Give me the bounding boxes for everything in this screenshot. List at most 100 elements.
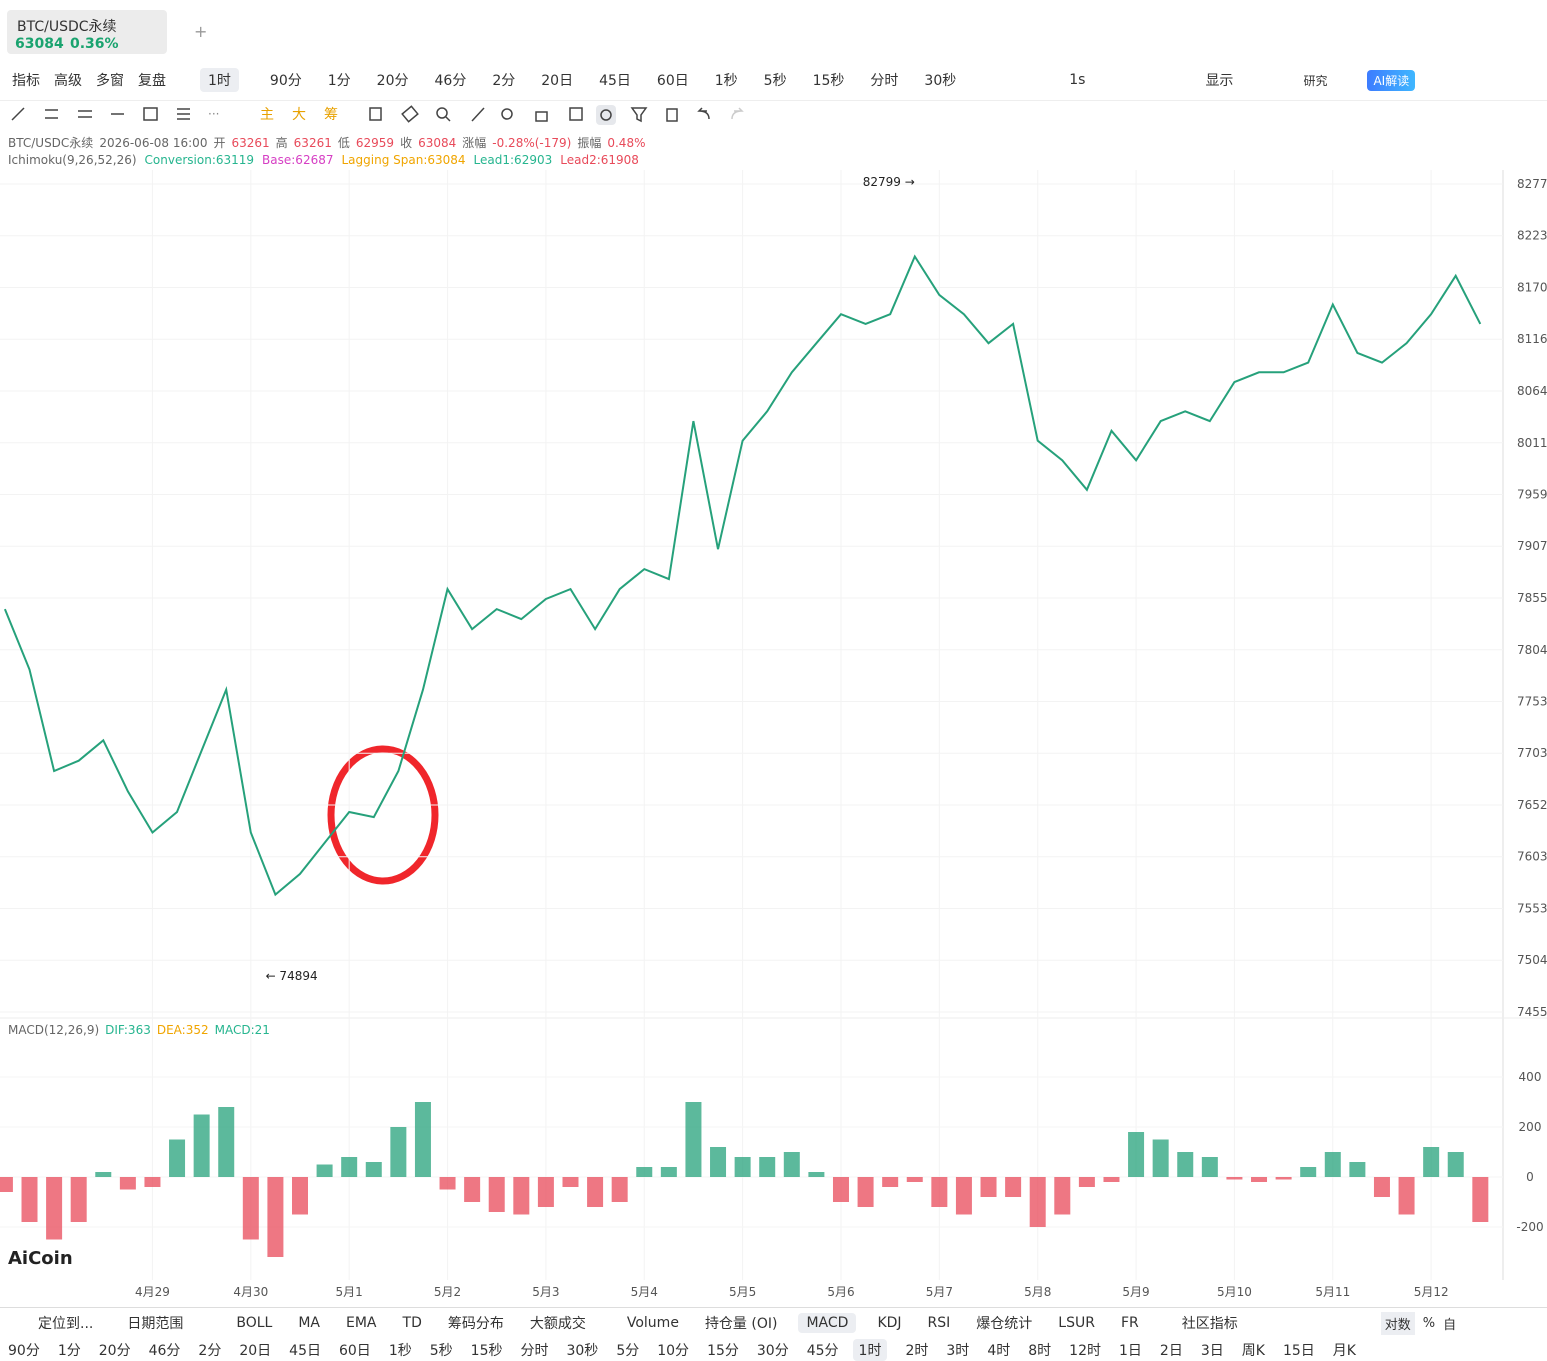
period-button[interactable]: 20日: [541, 73, 574, 89]
tool-button[interactable]: 显示: [1205, 73, 1234, 89]
indicator-button[interactable]: EMA: [346, 1315, 377, 1331]
indicator-button[interactable]: 筹码分布: [447, 1316, 504, 1332]
tool-button[interactable]: 研究: [1303, 73, 1328, 88]
period-button[interactable]: 分时: [870, 73, 899, 89]
macd-bar: [292, 1177, 308, 1215]
period-button[interactable]: 20分: [376, 73, 409, 89]
period-button[interactable]: 15日: [1282, 1343, 1315, 1359]
tool-button[interactable]: 多窗: [96, 73, 124, 89]
tool-button[interactable]: 高级: [54, 73, 82, 89]
macd-bar: [1423, 1147, 1440, 1177]
indicator-button[interactable]: BOLL: [236, 1315, 273, 1331]
indicator-button[interactable]: 爆仓统计: [976, 1316, 1033, 1332]
highlight-circle: [327, 745, 439, 885]
period-button[interactable]: 1日: [1118, 1343, 1142, 1359]
period-button[interactable]: 30秒: [924, 73, 957, 89]
indicator-button[interactable]: 大额成交: [529, 1316, 586, 1332]
macd-bar: [193, 1114, 210, 1177]
period-button[interactable]: 5秒: [763, 73, 787, 89]
period-button[interactable]: 15分: [707, 1343, 739, 1359]
indicator-button[interactable]: MACD: [798, 1313, 857, 1333]
period-button[interactable]: 1分: [327, 73, 351, 89]
macd-bar: [931, 1177, 948, 1207]
locate-button[interactable]: 定位到...: [38, 1316, 94, 1332]
macd-bar: [857, 1177, 874, 1207]
indicator-button[interactable]: RSI: [927, 1315, 951, 1331]
y-tick-label: 78045: [1517, 643, 1547, 657]
indicator-button[interactable]: 持仓量 (OI): [704, 1316, 778, 1332]
period-button[interactable]: 3时: [946, 1343, 970, 1359]
tool-button[interactable]: 复盘: [138, 73, 166, 89]
period-button[interactable]: 45日: [599, 73, 631, 89]
period-button[interactable]: 8时: [1028, 1343, 1052, 1359]
period-button[interactable]: 5分: [616, 1343, 640, 1359]
scale-button[interactable]: 自: [1443, 1317, 1457, 1333]
macd-bar: [636, 1167, 653, 1177]
period-button[interactable]: 4时: [987, 1343, 1011, 1359]
period-button[interactable]: 15秒: [470, 1343, 503, 1359]
date-range-button[interactable]: 日期范围: [127, 1316, 184, 1332]
period-button[interactable]: 12时: [1069, 1343, 1101, 1359]
period-button[interactable]: 月K: [1332, 1343, 1356, 1359]
period-button[interactable]: 20分: [98, 1343, 131, 1359]
scale-button[interactable]: 对数: [1380, 1311, 1415, 1335]
period-button[interactable]: 2时: [905, 1343, 929, 1359]
period-button[interactable]: 30秒: [566, 1343, 599, 1359]
period-button[interactable]: 45日: [289, 1343, 321, 1359]
indicator-button[interactable]: Volume: [626, 1315, 679, 1331]
period-button[interactable]: 2分: [198, 1343, 222, 1359]
indicator-button[interactable]: 社区指标: [1181, 1316, 1238, 1332]
period-button[interactable]: 15秒: [812, 73, 845, 89]
period-button[interactable]: 46分: [434, 73, 467, 89]
indicator-button[interactable]: LSUR: [1058, 1315, 1095, 1331]
mode-button[interactable]: 大: [292, 107, 306, 123]
period-button[interactable]: 1分: [57, 1343, 81, 1359]
period-button[interactable]: 90分: [269, 73, 302, 89]
indicator-bar: 定位到... 日期范围 BOLL MA EMA TD 筹码分布 大额成交 Volume 持仓量 (…: [0, 1307, 1547, 1338]
indicator-value: Lead2:61908: [560, 153, 639, 167]
tool-button[interactable]: 指标: [12, 73, 40, 89]
y-tick-label: 76030: [1517, 850, 1547, 864]
period-button[interactable]: 60日: [338, 1343, 371, 1359]
indicator-button[interactable]: TD: [402, 1315, 422, 1331]
indicator-value: DEA:352: [156, 1023, 209, 1037]
period-button[interactable]: 20日: [239, 1343, 272, 1359]
indicator-button[interactable]: KDJ: [877, 1315, 902, 1331]
period-button[interactable]: 60日: [656, 73, 689, 89]
period-button[interactable]: 周K: [1241, 1343, 1265, 1359]
add-tab[interactable]: +: [194, 22, 208, 41]
ai-button[interactable]: AI解读: [1367, 69, 1416, 91]
period-button[interactable]: 1秒: [714, 73, 738, 89]
period-button[interactable]: 1时: [200, 68, 239, 92]
period-button[interactable]: 5秒: [429, 1343, 453, 1359]
info-value: 0.48%: [607, 135, 646, 150]
macd-bar: [218, 1107, 235, 1177]
mode-button[interactable]: 主: [260, 107, 274, 123]
period-button[interactable]: 3日: [1200, 1343, 1224, 1359]
symbol-tab[interactable]: BTC/USDC永续 63084 0.36%: [7, 10, 167, 54]
period-button[interactable]: 1时: [852, 1339, 888, 1361]
tool-button[interactable]: 1s: [1069, 72, 1086, 88]
period-button[interactable]: 1秒: [388, 1343, 412, 1359]
macd-bar: [1201, 1157, 1218, 1177]
tab-change: 0.36%: [70, 36, 119, 52]
mode-button[interactable]: 筹: [324, 107, 338, 123]
macd-bar: [955, 1177, 972, 1215]
period-button[interactable]: 90分: [8, 1343, 40, 1359]
period-button[interactable]: 30分: [756, 1343, 789, 1359]
macd-bar: [611, 1177, 628, 1202]
indicator-button[interactable]: MA: [298, 1315, 320, 1331]
period-button[interactable]: 46分: [148, 1343, 181, 1359]
period-button[interactable]: 10分: [657, 1343, 690, 1359]
indicator-value: DIF:363: [105, 1023, 151, 1037]
scale-button[interactable]: %: [1422, 1315, 1436, 1331]
info-label: 涨幅: [462, 136, 487, 150]
period-button[interactable]: 分时: [520, 1343, 549, 1359]
indicator-button[interactable]: FR: [1120, 1315, 1139, 1331]
period-button[interactable]: 2分: [492, 73, 516, 89]
period-button[interactable]: 45分: [806, 1343, 839, 1359]
info-label: 收: [400, 136, 413, 150]
period-button[interactable]: 2日: [1159, 1343, 1183, 1359]
